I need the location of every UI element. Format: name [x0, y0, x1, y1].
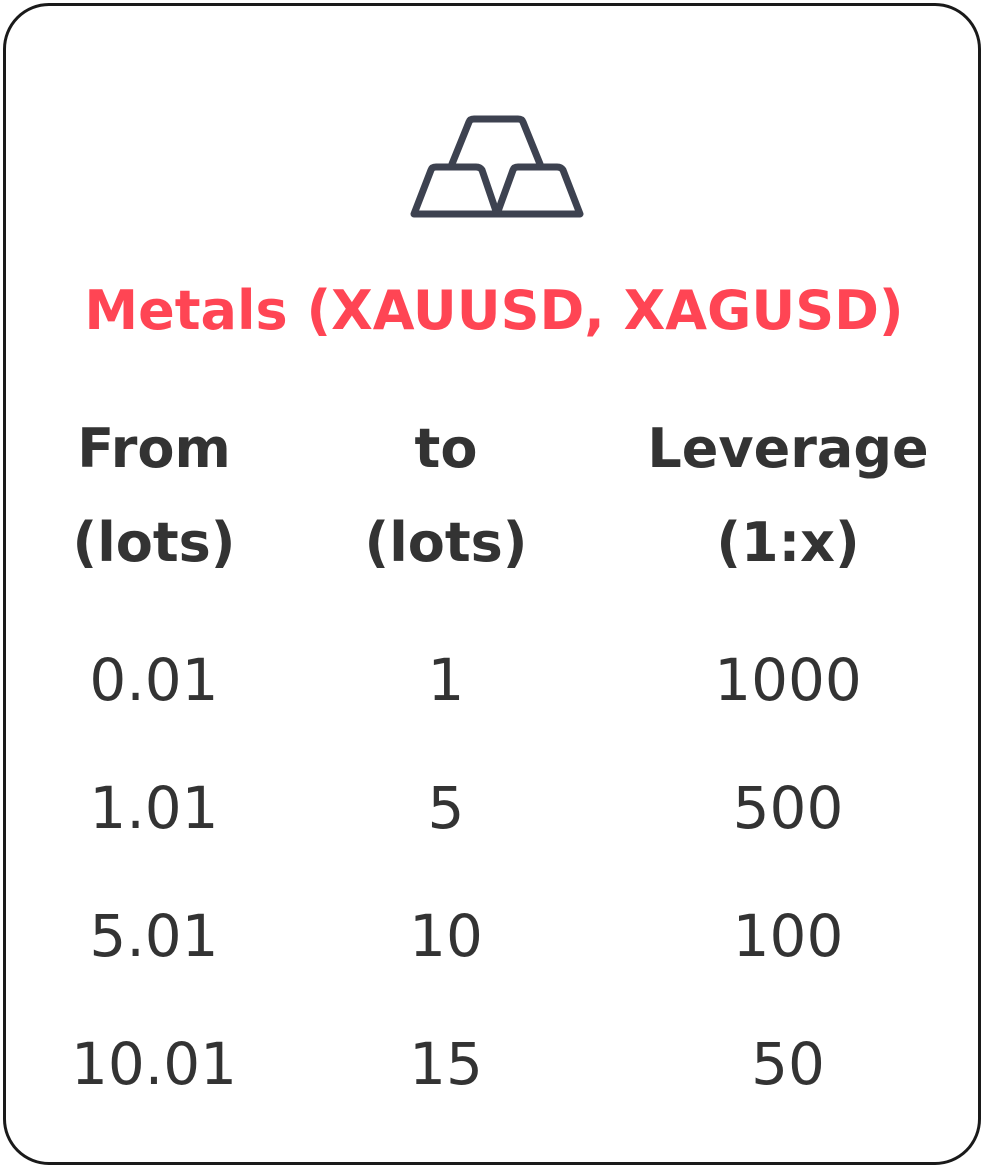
- table-cell: 10: [409, 902, 483, 970]
- table-cell: 1.01: [89, 774, 219, 842]
- page-title: Metals (XAUUSD, XAGUSD): [84, 279, 904, 342]
- table-cell: 0.01: [89, 646, 219, 714]
- header-to: to (lots): [286, 402, 606, 590]
- header-leverage-line2: (1:x): [716, 511, 860, 574]
- table-cell: 5.01: [89, 902, 219, 970]
- header-from-line2: (lots): [72, 511, 236, 574]
- table-cell: 1000: [714, 646, 862, 714]
- table-cell: 10.01: [70, 1030, 238, 1098]
- header-leverage: Leverage (1:x): [628, 402, 948, 590]
- table-cell: 500: [732, 774, 844, 842]
- table-cell: 5: [427, 774, 465, 842]
- table-cell: 15: [409, 1030, 483, 1098]
- header-to-line2: (lots): [364, 511, 528, 574]
- table-cell: 100: [732, 902, 844, 970]
- table-cell: 1: [427, 646, 465, 714]
- header-leverage-line1: Leverage: [647, 417, 929, 480]
- header-to-line1: to: [414, 417, 478, 480]
- table-cell: 50: [751, 1030, 825, 1098]
- header-from: From (lots): [0, 402, 314, 590]
- header-from-line1: From: [77, 417, 231, 480]
- gold-bars-icon: [405, 114, 587, 222]
